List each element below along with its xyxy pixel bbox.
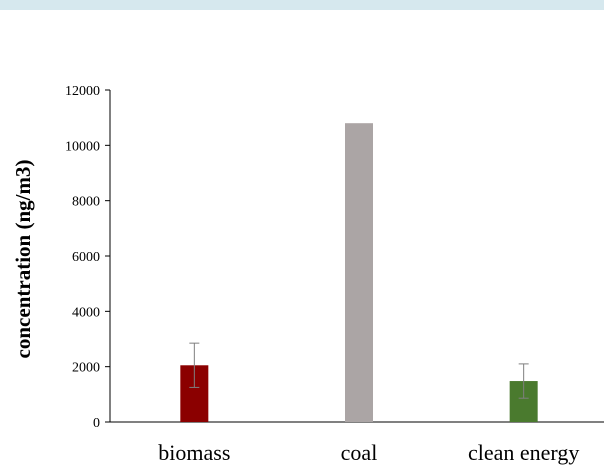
y-tick-label: 0	[93, 416, 100, 431]
category-label-coal: coal	[341, 440, 378, 465]
y-tick-label: 2000	[72, 361, 100, 376]
labels: 0 2000 4000 6000 8000 10000 12000 concentration…	[11, 84, 579, 465]
category-label-clean-energy: clean energy	[468, 440, 579, 465]
category-label-biomass: biomass	[158, 440, 230, 465]
y-tick-label: 12000	[65, 84, 100, 99]
bars	[180, 123, 538, 422]
y-tick-label: 6000	[72, 250, 100, 265]
header-band	[0, 0, 604, 10]
y-tick-label: 10000	[65, 139, 100, 154]
y-axis-title: concentration (ng/m3)	[11, 160, 35, 359]
bar-coal	[345, 123, 373, 422]
y-tick-label: 4000	[72, 305, 100, 320]
y-tick-label: 8000	[72, 195, 100, 210]
